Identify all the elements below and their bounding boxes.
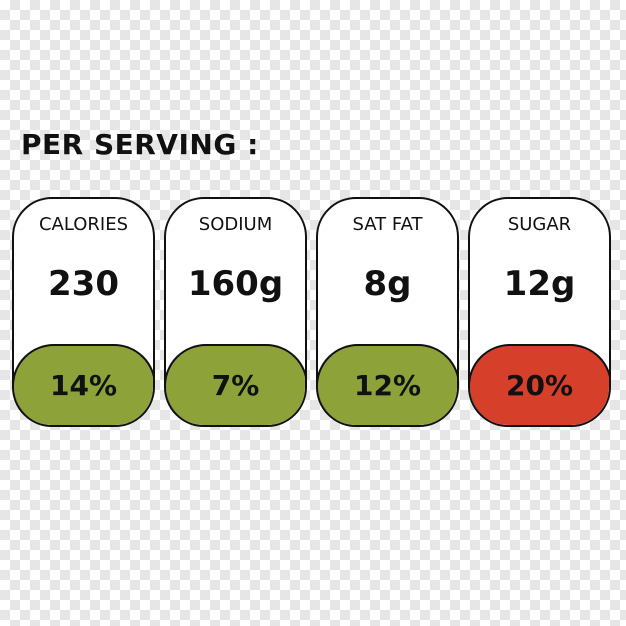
nutrient-label: SUGAR xyxy=(507,214,572,235)
daily-percent: 14% xyxy=(49,369,118,402)
nutrient-card-sugar: SUGAR 12g 20% xyxy=(468,197,611,427)
nutrient-label: SODIUM xyxy=(198,214,273,235)
nutrient-label: SAT FAT xyxy=(352,214,423,235)
per-serving-title: PER SERVING : xyxy=(21,128,259,161)
daily-percent-pill: 7% xyxy=(166,343,305,425)
daily-percent: 12% xyxy=(353,369,422,402)
nutrient-value: 8g xyxy=(363,264,412,304)
nutrient-value: 230 xyxy=(48,264,119,304)
daily-percent: 7% xyxy=(211,369,260,402)
nutrient-label: CALORIES xyxy=(38,214,129,235)
daily-percent-pill: 14% xyxy=(14,343,153,425)
nutrient-card-sodium: SODIUM 160g 7% xyxy=(164,197,307,427)
daily-percent: 20% xyxy=(505,369,574,402)
nutrient-value: 160g xyxy=(187,264,284,304)
nutrient-card-sat-fat: SAT FAT 8g 12% xyxy=(316,197,459,427)
nutrient-value: 12g xyxy=(503,264,576,304)
daily-percent-pill: 20% xyxy=(470,343,609,425)
daily-percent-pill: 12% xyxy=(318,343,457,425)
nutrient-card-calories: CALORIES 230 14% xyxy=(12,197,155,427)
